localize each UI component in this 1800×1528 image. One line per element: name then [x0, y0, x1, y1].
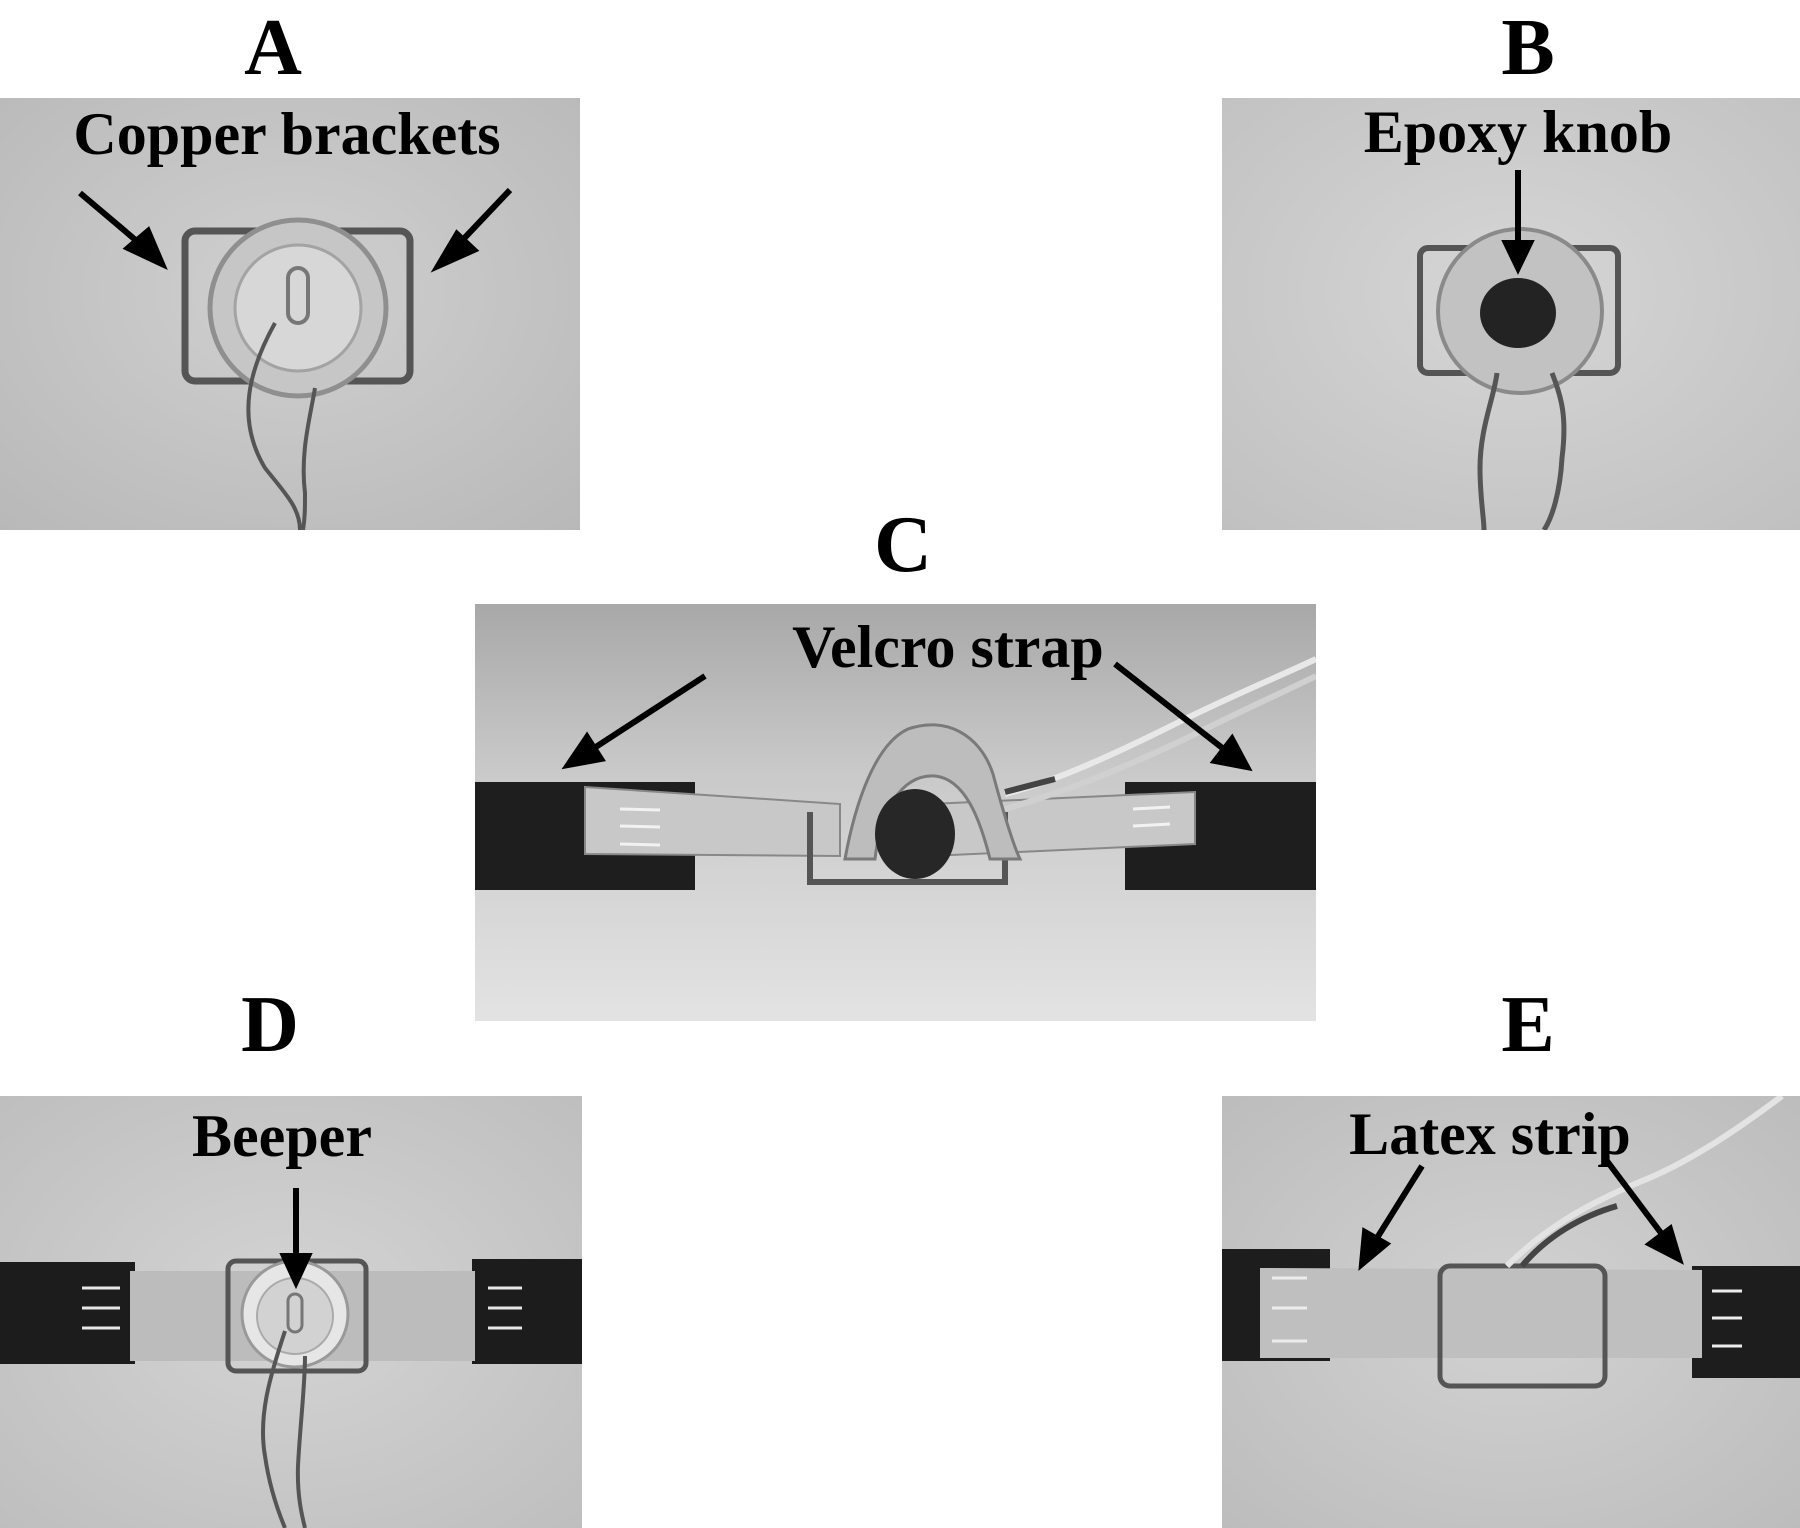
callout-copper-brackets: Copper brackets — [73, 101, 500, 167]
panel-letter-c: C — [874, 501, 932, 589]
lead-wires — [261, 1330, 307, 1528]
arrow-left — [78, 190, 168, 271]
velcro-strap-left — [0, 1262, 135, 1364]
arrow-down — [279, 1188, 313, 1290]
lead-wires — [246, 322, 317, 530]
callout-velcro-strap: Velcro strap — [792, 614, 1104, 680]
callout-latex-strip: Latex strip — [1349, 1101, 1631, 1167]
photo-panel-d: Beeper — [0, 1096, 582, 1528]
arrow-right — [430, 187, 513, 273]
epoxy-knob — [1480, 278, 1556, 348]
beeper-disc — [207, 217, 389, 399]
staples-left — [1272, 1276, 1307, 1343]
arrow-right — [1113, 661, 1253, 772]
panel-letter-e: E — [1501, 981, 1555, 1069]
arrow-right — [1604, 1159, 1684, 1265]
staples-left — [82, 1286, 120, 1330]
panel-letter-a: A — [244, 4, 302, 92]
staples-right — [488, 1286, 522, 1330]
photo-panel-b: Epoxy knob — [1222, 98, 1800, 530]
arrow-left — [1358, 1164, 1425, 1271]
staples-left — [619, 807, 661, 847]
callout-epoxy-knob: Epoxy knob — [1364, 99, 1673, 165]
photo-panel-a: Copper brackets — [0, 98, 580, 530]
photo-panel-c: Velcro strap — [475, 604, 1316, 1021]
velcro-strap-right — [1692, 1266, 1800, 1378]
epoxy-knob — [875, 789, 955, 879]
panel-letter-b: B — [1501, 4, 1555, 92]
arrow-left — [561, 673, 707, 770]
beeper-disc — [240, 1259, 350, 1369]
staples-right — [1712, 1289, 1742, 1348]
lead-wires — [1504, 1096, 1784, 1269]
callout-beeper: Beeper — [192, 1103, 372, 1169]
lead-wires — [1477, 372, 1567, 530]
latex-hood — [843, 723, 1023, 861]
photo-panel-e: Latex strip — [1222, 1096, 1800, 1528]
panel-letter-d: D — [241, 981, 299, 1069]
arrow-down — [1501, 170, 1535, 275]
latex-strip — [1260, 1268, 1702, 1358]
staples-right — [1132, 805, 1171, 828]
lead-wires — [1004, 656, 1316, 812]
velcro-strap-right — [472, 1259, 582, 1364]
